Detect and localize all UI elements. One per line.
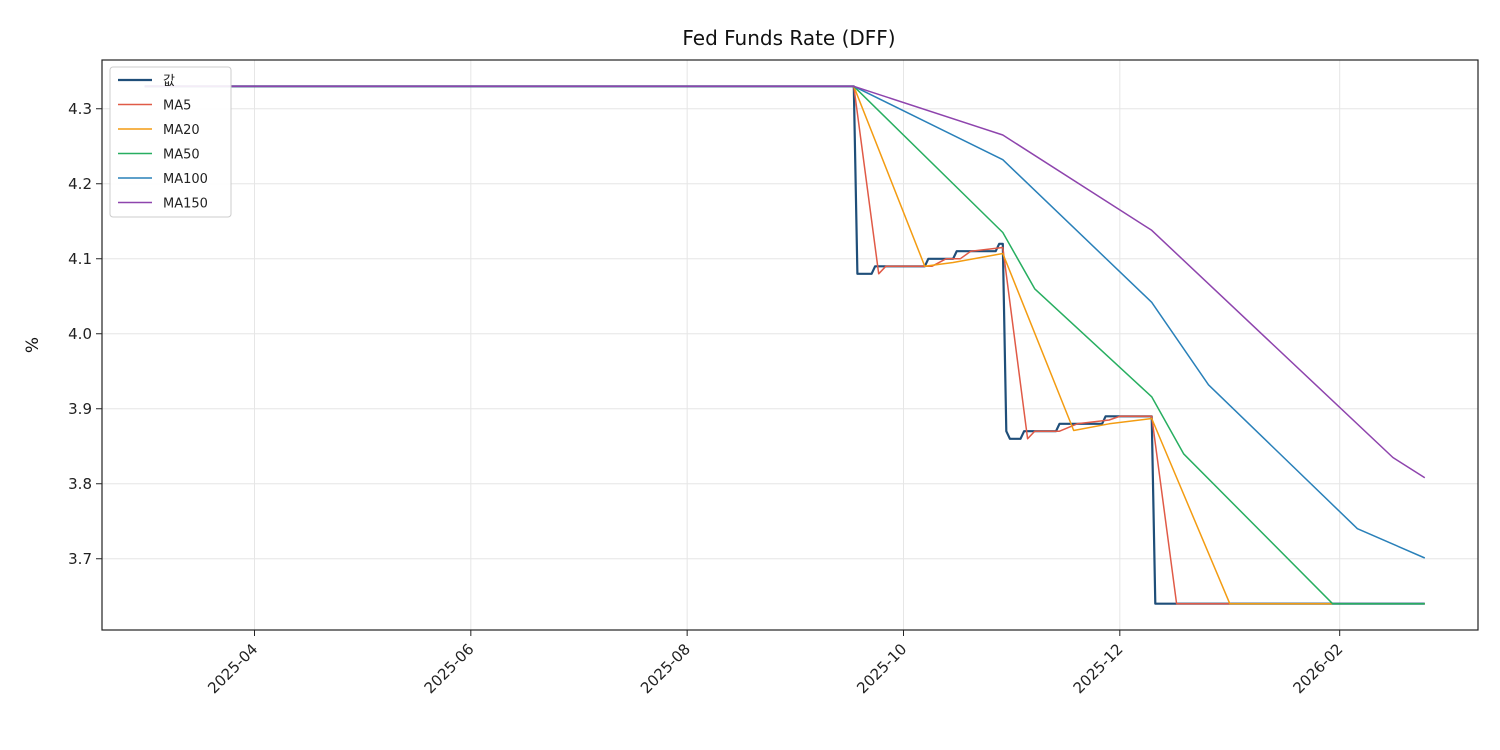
legend-box bbox=[109, 66, 232, 218]
series-line-ma5 bbox=[144, 85, 1425, 605]
legend-label: MA100 bbox=[163, 172, 208, 187]
series-line-ma150 bbox=[144, 85, 1426, 479]
y-tick-label: 4.2 bbox=[68, 175, 92, 193]
legend-label: MA150 bbox=[163, 197, 208, 212]
series-lines bbox=[144, 85, 1426, 605]
legend: 값 MA5 MA20 MA50 MA100 MA150 bbox=[109, 66, 232, 218]
legend-label: MA20 bbox=[163, 123, 200, 138]
y-tick-label: 4.1 bbox=[68, 250, 92, 268]
grid-lines bbox=[102, 60, 1478, 630]
legend-label: 값 bbox=[163, 74, 175, 89]
y-tick-label: 4.3 bbox=[68, 100, 92, 118]
plot-frame bbox=[101, 59, 1479, 631]
legend-label: MA50 bbox=[163, 148, 200, 163]
y-axis-label: % bbox=[23, 337, 43, 353]
chart-title: Fed Funds Rate (DFF) bbox=[682, 26, 895, 50]
y-tick-label: 3.7 bbox=[68, 550, 92, 568]
y-tick-label: 4.0 bbox=[68, 325, 92, 343]
y-axis: 3.7 3.8 3.9 4.0 4.1 4.2 4.3 bbox=[68, 100, 102, 568]
y-tick-label: 3.8 bbox=[68, 475, 92, 493]
series-line-ma20 bbox=[144, 85, 1425, 605]
y-tick-label: 3.9 bbox=[68, 400, 92, 418]
series-line-ma50 bbox=[144, 85, 1425, 605]
legend-label: MA5 bbox=[163, 99, 191, 114]
